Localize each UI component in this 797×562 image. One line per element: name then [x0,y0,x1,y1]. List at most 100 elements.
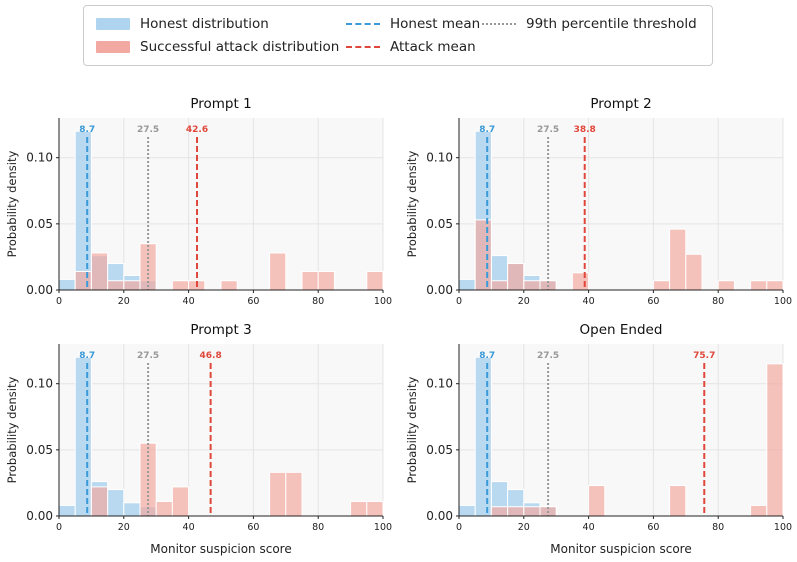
x-tick-label: 20 [118,296,130,307]
honest-bar [74,130,92,291]
x-tick-label: 40 [583,296,595,307]
attack-mean-label: 75.7 [693,351,715,361]
honest-bar [474,356,492,517]
chart-panel-4: 8.7 27.5 75.7 0 20 40 60 80 100 0.00 0.05 0.10 Open … [405,322,792,556]
attack-bar [766,280,784,291]
x-tick-label: 80 [312,522,324,533]
y-axis-label: Probability density [405,151,419,258]
plot-area [459,118,783,290]
attack-bar [171,486,190,517]
attack-bar [107,280,125,291]
y-tick-label: 0.10 [26,377,53,391]
attack-bar [350,500,368,517]
legend-label-attack-distribution: Successful attack distribution [140,39,340,55]
attack-mean-label: 38.8 [574,125,596,135]
y-tick-label: 0.05 [426,217,453,231]
attack-bar [90,252,109,291]
x-tick-label: 100 [774,296,792,307]
y-tick-label: 0.10 [426,151,453,165]
attack-bar [669,485,687,517]
y-tick-label: 0.10 [426,377,453,391]
y-axis-label: Probability density [5,151,19,258]
chart-panel-3: 8.7 27.5 46.8 0 20 40 60 80 100 0.00 0.05 0.10 Promp… [5,322,392,556]
x-tick-label: 100 [374,522,392,533]
threshold-label: 27.5 [537,351,559,361]
x-tick-label: 20 [518,296,530,307]
attack-bar [366,270,384,291]
y-tick-label: 0.05 [26,443,53,457]
attack-bar [685,253,703,291]
honest-mean-label: 8.7 [479,125,495,135]
attack-bar [766,363,784,517]
y-tick-label: 0.10 [26,151,53,165]
honest-bar [58,504,76,517]
chart-title: Prompt 3 [190,322,251,338]
legend-label-honest-mean: Honest mean [390,16,481,32]
attack-bar [523,280,541,291]
x-tick-label: 20 [118,522,130,533]
attack-mean-label: 42.6 [186,125,208,135]
y-axis-label: Probability density [5,377,19,484]
attack-bar [490,506,509,517]
x-tick-label: 40 [183,296,195,307]
x-tick-label: 60 [247,522,259,533]
attack-distribution-swatch [96,41,130,53]
legend: Honest distribution Successful attack di… [83,5,713,66]
honest-bar [74,356,92,517]
x-tick-label: 0 [56,296,62,307]
honest-bar [458,504,476,517]
attack-bar [220,280,238,291]
attack-bar [155,500,173,517]
y-tick-label: 0.00 [26,509,53,523]
legend-label-attack-mean: Attack mean [390,39,476,55]
chart-title: Prompt 1 [190,96,251,112]
attack-bar [317,270,335,291]
threshold-label: 27.5 [137,125,159,135]
x-tick-label: 40 [183,522,195,533]
threshold-line-swatch [482,23,516,25]
honest-mean-line-swatch [346,23,380,25]
attack-mean-label: 46.8 [200,351,222,361]
chart-panel-2: 8.7 27.5 38.8 0 20 40 60 80 100 0.00 0.05 0.10 Promp… [405,96,792,307]
honest-mean-label: 8.7 [79,125,95,135]
honest-bar [123,502,141,517]
honest-bar [107,489,125,517]
attack-bar [74,270,92,291]
legend-label-honest-distribution: Honest distribution [140,16,269,32]
x-tick-label: 60 [647,296,659,307]
attack-bar [507,506,525,517]
attack-bar [269,252,287,291]
y-tick-label: 0.00 [26,283,53,297]
attack-bar [474,219,492,291]
plot-area [59,344,383,516]
attack-bar [490,280,509,291]
x-tick-label: 40 [583,522,595,533]
chart-title: Prompt 2 [590,96,651,112]
y-tick-label: 0.05 [426,443,453,457]
honest-distribution-swatch [96,18,130,30]
attack-bar [123,280,141,291]
x-tick-label: 100 [374,296,392,307]
x-tick-label: 80 [312,296,324,307]
attack-bar [171,280,190,291]
threshold-label: 27.5 [537,125,559,135]
honest-mean-label: 8.7 [79,351,95,361]
x-tick-label: 0 [456,522,462,533]
attack-bar [301,270,319,291]
attack-bar [285,471,303,517]
honest-bar [58,278,76,291]
x-tick-label: 20 [518,522,530,533]
attack-bar [588,485,606,517]
x-tick-label: 60 [247,296,259,307]
x-tick-label: 0 [56,522,62,533]
y-axis-label: Probability density [405,377,419,484]
y-tick-label: 0.05 [26,217,53,231]
attack-bar [523,506,541,517]
legend-label-threshold: 99th percentile threshold [526,16,697,32]
attack-bar [750,280,768,291]
attack-bar [507,263,525,291]
attack-bar [366,500,384,517]
attack-bar [90,486,109,517]
x-axis-label: Monitor suspicion score [550,542,691,556]
